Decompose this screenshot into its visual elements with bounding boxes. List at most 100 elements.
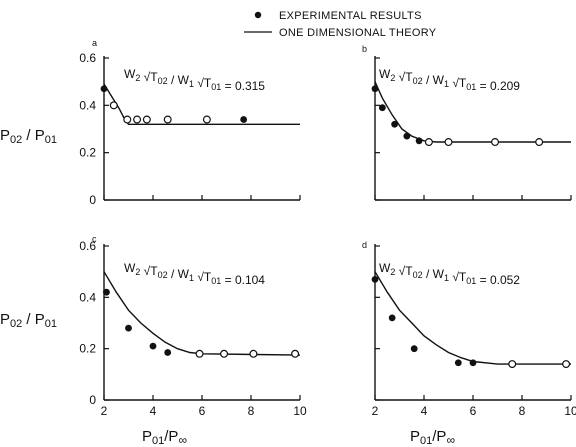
experimental-point-filled xyxy=(125,324,132,332)
legend-experimental-marker xyxy=(254,11,262,19)
legend-theory-label: ONE DIMENSIONAL THEORY xyxy=(279,27,437,39)
formula-part: 02 xyxy=(158,76,168,86)
formula-part: √ xyxy=(194,76,204,90)
formula-part: W xyxy=(124,261,136,275)
formula-part: W xyxy=(379,67,391,81)
ratio-value: 0.315 xyxy=(235,79,265,93)
x-axis-label-left: P01/P∞ xyxy=(142,428,187,447)
x-tick-label: 6 xyxy=(470,404,477,418)
panel-formula: W2 √T02 / W1 √T01 = 0.209 xyxy=(379,67,520,93)
xlabel-p: P xyxy=(142,428,152,445)
experimental-point-filled xyxy=(415,137,423,145)
formula-part: 2 xyxy=(390,267,395,277)
panel-formula: W2 √T02 / W1 √T01 = 0.052 xyxy=(379,261,520,287)
experimental-point-open xyxy=(195,349,204,358)
svg-text:P01/P∞: P01/P∞ xyxy=(142,428,187,447)
experimental-point-filled xyxy=(371,85,379,93)
x-tick-label: 6 xyxy=(199,404,206,418)
formula-part: √ xyxy=(140,70,150,84)
formula-part: 2 xyxy=(390,73,395,83)
experimental-point-open xyxy=(424,138,433,147)
theory-curve xyxy=(103,271,301,356)
x-axis-label-right: P01/P∞ xyxy=(410,428,455,447)
formula-part: = xyxy=(221,273,235,287)
xlabel-sub1: 01 xyxy=(420,435,432,447)
ratio-value: 0.209 xyxy=(490,79,520,93)
experimental-point-open xyxy=(562,360,571,369)
formula-part: W xyxy=(379,261,391,275)
formula-part: √ xyxy=(395,264,405,278)
xlabel-p: P xyxy=(410,428,420,445)
formula-part: 1 xyxy=(444,273,449,283)
ylabel-p: P xyxy=(0,127,10,144)
formula-part: W xyxy=(178,267,190,281)
y-axis-label-top: P02 / P01 xyxy=(0,127,57,146)
panel-letter: a xyxy=(92,38,97,48)
x-tick-label: 4 xyxy=(150,404,157,418)
svg-text:P02 / P01: P02 / P01 xyxy=(0,127,57,146)
experimental-point-open xyxy=(491,138,500,147)
experimental-point-filled xyxy=(371,275,379,283)
formula-part: 01 xyxy=(466,82,476,92)
formula-part: T xyxy=(204,76,212,90)
formula-part: 1 xyxy=(189,273,194,283)
experimental-point-filled xyxy=(100,85,108,93)
ylabel-sub1: 02 xyxy=(10,318,22,330)
formula-part: 02 xyxy=(413,270,423,280)
experimental-point-open xyxy=(163,115,172,124)
svg-text:P02 / P01: P02 / P01 xyxy=(0,311,57,330)
y-tick-label: 0.2 xyxy=(79,146,96,160)
legend: EXPERIMENTAL RESULTS ONE DIMENSIONAL THE… xyxy=(244,10,437,39)
xlabel-sub1: 01 xyxy=(152,435,164,447)
panel-letter: d xyxy=(362,240,367,250)
experimental-point-filled xyxy=(469,359,477,367)
formula-part: = xyxy=(476,273,490,287)
formula-part: 1 xyxy=(189,79,194,89)
formula-part: 2 xyxy=(135,73,140,83)
formula-part: √ xyxy=(449,76,459,90)
experimental-point-open xyxy=(133,115,142,124)
y-tick-label: 0.4 xyxy=(79,98,96,112)
formula-part: 01 xyxy=(211,82,221,92)
experimental-point-filled xyxy=(410,345,418,353)
experimental-point-filled xyxy=(388,314,396,322)
ylabel-mid: / P xyxy=(22,127,45,144)
theory-curve xyxy=(103,83,300,125)
formula-part: √ xyxy=(449,270,459,284)
ratio-value: 0.104 xyxy=(235,273,265,287)
ratio-value: 0.052 xyxy=(490,273,520,287)
formula-part: T xyxy=(150,264,158,278)
formula-part: 02 xyxy=(413,76,423,86)
formula-part: 1 xyxy=(444,79,449,89)
experimental-point-filled xyxy=(103,288,110,296)
experimental-point-open xyxy=(142,115,151,124)
formula-part: T xyxy=(204,270,212,284)
formula-part: / xyxy=(423,267,433,281)
panel-letter: b xyxy=(362,44,367,54)
experimental-point-filled xyxy=(378,104,386,112)
formula-part: √ xyxy=(395,70,405,84)
formula-part: W xyxy=(433,267,445,281)
x-tick-label: 2 xyxy=(101,404,108,418)
formula-part: √ xyxy=(140,264,150,278)
experimental-point-open xyxy=(109,101,118,110)
formula-part: / xyxy=(423,73,433,87)
experimental-point-open xyxy=(291,349,300,358)
ylabel-sub1: 02 xyxy=(10,134,22,146)
x-tick-label: 2 xyxy=(372,404,379,418)
formula-part: T xyxy=(150,70,158,84)
xlabel-sub2: ∞ xyxy=(446,433,455,447)
experimental-point-filled xyxy=(403,132,411,140)
formula-part: 01 xyxy=(466,276,476,286)
experimental-point-filled xyxy=(164,349,172,356)
ylabel-sub2: 01 xyxy=(45,134,57,146)
panel-letter: c xyxy=(92,234,97,244)
y-tick-label: 0.6 xyxy=(79,239,96,253)
experimental-point-open xyxy=(202,115,211,124)
ylabel-p: P xyxy=(0,311,10,328)
legend-experimental-label: EXPERIMENTAL RESULTS xyxy=(279,10,422,22)
experimental-point-open xyxy=(508,360,517,369)
